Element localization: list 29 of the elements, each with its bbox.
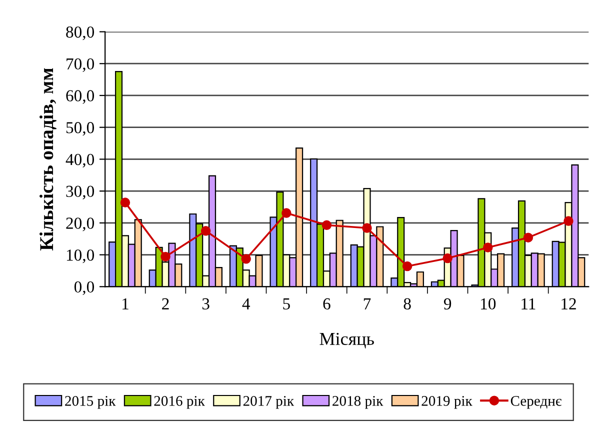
x-tick-label: 12 <box>562 298 576 310</box>
y-tick-label: 20,0 <box>66 218 94 232</box>
x-tick-label: 5 <box>283 298 290 310</box>
x-axis-title: Місяць <box>320 332 374 348</box>
legend-label: 2016 рік <box>154 396 205 409</box>
x-tick-label: 10 <box>481 298 496 310</box>
x-tick-label: 9 <box>444 298 452 310</box>
x-tick-label: 6 <box>323 298 330 310</box>
y-tick-label: 60,0 <box>66 90 94 104</box>
y-tick-label: 80,0 <box>66 26 94 40</box>
legend-label: 2018 рік <box>332 396 384 409</box>
x-tick-label: 2 <box>162 298 169 310</box>
y-tick-label: 10,0 <box>66 249 94 264</box>
y-tick-label: 70,0 <box>66 58 94 72</box>
y-tick-label: 40,0 <box>66 154 94 168</box>
x-tick-label: 11 <box>522 298 536 310</box>
x-tick-label: 7 <box>364 298 371 310</box>
legend-label: 2015 рік <box>65 396 116 409</box>
x-tick-label: 1 <box>122 298 128 310</box>
y-tick-label: 30,0 <box>66 186 94 200</box>
y-tick-label: 0,0 <box>74 281 94 295</box>
x-tick-label: 4 <box>242 298 250 310</box>
y-axis-title: Кількість опадів, мм <box>40 68 56 250</box>
legend-label: 2019 рік <box>422 396 472 409</box>
x-tick-label: 3 <box>202 298 210 310</box>
y-tick-label: 50,0 <box>66 122 94 136</box>
x-tick-label: 8 <box>404 298 411 310</box>
legend-label: 2017 рік <box>243 396 294 409</box>
legend-label: Середнє <box>510 396 562 409</box>
